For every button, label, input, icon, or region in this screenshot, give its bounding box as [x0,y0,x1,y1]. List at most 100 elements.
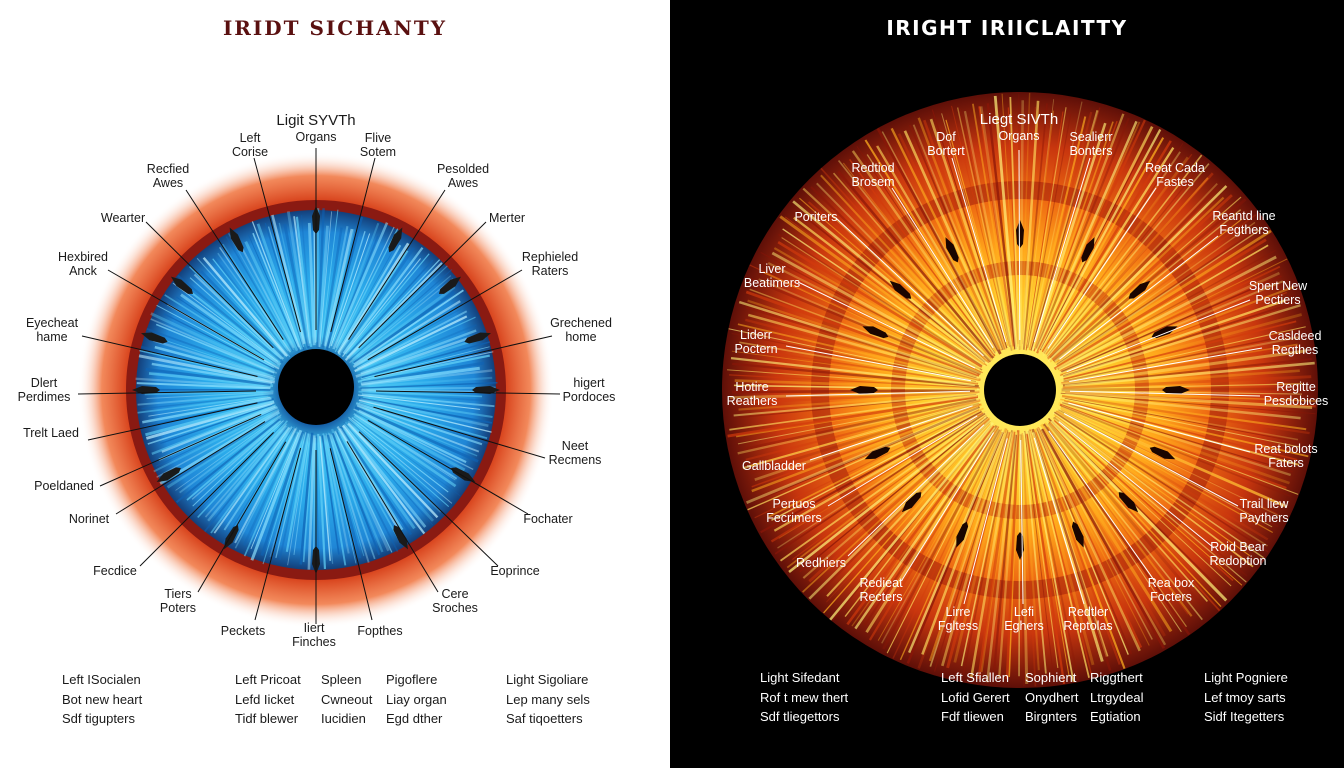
left-iris-fiber [234,235,295,349]
right-iris-fiber [1054,419,1247,583]
right-iris-fiber [799,197,988,362]
right-iris-fiber [793,216,986,365]
right-iris-fiber [1052,412,1265,559]
right-iris-fiber [1054,209,1242,362]
left-legend-item: Egd dther [386,711,443,726]
right-iris-fiber [1048,421,1221,612]
left-iris-fiber [353,413,458,480]
right-iris-fiber [747,407,979,511]
right-iris-fiber [851,424,996,627]
left-label-cere: Cere Sroches [432,587,478,615]
right-legend-item: Left Sfiallen [941,670,1009,685]
left-pointer-line [348,189,446,340]
right-iris-fiber [749,401,980,475]
left-pointer-line [185,189,284,340]
left-iris-fiber [244,240,299,352]
right-iris-fiber [1024,430,1054,675]
right-iris-fiber [849,158,996,357]
left-iris-fiber [150,312,276,373]
left-iris-fiber [307,435,316,570]
right-iris-fiber [921,432,1006,655]
right-iris-fiber [876,127,1002,355]
right-iris-fiber [1046,172,1214,360]
right-iris-fiber [917,117,1006,349]
left-legend-item: Pigoflere [386,672,438,687]
right-iris-fiber [1048,420,1222,608]
left-iris-fiber [348,269,453,362]
right-pointer-line [1058,421,1215,549]
right-iris-fiber [747,299,980,378]
right-label-redtler: Redtler Reptolas [1063,605,1113,633]
right-iris-fiber [882,428,1001,650]
right-iris-fiber [1060,405,1291,498]
right-iris-fiber [1064,397,1303,444]
left-iris-fiber [357,354,490,383]
right-iris-fiber [773,410,983,532]
right-iris-fiber [737,398,980,455]
right-iris-fiber [998,432,1019,678]
right-iris-fiber [1048,183,1218,360]
right-pointer-line [785,390,971,397]
right-pointer-line [1068,402,1251,453]
right-pointer-line [1048,430,1155,581]
right-iris-fiber [903,130,1003,350]
right-iris-fibers [727,92,1317,687]
right-iris-fiber [739,341,978,384]
left-legend-item: Tidf blewer [235,711,299,726]
left-iris-fiber [186,420,281,501]
right-iris-fiber [1053,411,1269,553]
left-iris-fiber [361,386,496,391]
left-region-marker [472,386,500,394]
left-pointer-line [373,406,546,459]
right-iris-fiber [953,431,1012,663]
right-iris-fiber [1059,397,1300,448]
left-iris-fiber [357,394,481,410]
right-iris-fiber [728,328,981,383]
right-iris-fiber [929,430,1008,667]
right-iris-fiber [768,407,984,518]
left-iris-fiber [252,232,300,348]
left-legend-item: Lefd Iicket [235,691,295,707]
left-legend-item: Light Sigoliare [506,672,589,687]
left-iris-fiber [196,257,286,357]
left-label-tiers: Tiers Poters [159,587,197,615]
right-pointer-line [1020,439,1024,605]
right-iris-fiber [868,425,1000,641]
left-iris-fiber [269,434,305,558]
right-iris-fiber [851,150,996,355]
right-iris-fiber [1058,255,1277,371]
left-label-eyecheat: Eyecheat hame [25,316,79,344]
left-region-marker [224,525,239,550]
right-label-reat-cada: Reat Cada Fastes [1145,161,1205,189]
right-iris-fiber [1061,391,1313,410]
right-iris-fiber [767,261,982,372]
left-iris-fiber [295,216,313,348]
left-legend-col-4: Pigoflere Liay organ Egd dther [386,670,447,729]
right-region-marker [889,280,912,299]
right-iris-fiber [1027,101,1083,351]
left-legend-item: Liay organ [386,691,447,707]
right-iris-fiber [733,392,979,417]
right-iris-fiber [1041,146,1175,355]
right-iris-fiber [749,288,978,375]
right-label-redhiers: Redhiers [795,556,847,570]
right-label-organs: Organs [998,129,1040,143]
left-iris-fiber [361,369,493,387]
right-iris-fiber [1046,423,1203,621]
right-pointer-line [901,432,995,581]
right-iris-fiber [1064,361,1315,388]
right-iris-fiber [1062,336,1299,383]
right-iris-fiber [844,422,995,618]
left-iris-fiber [212,258,291,358]
right-iris-fiber [807,201,990,364]
left-iris-fiber [153,407,279,473]
right-iris-fiber [1062,375,1312,390]
right-region-marker [1162,386,1190,394]
left-iris-fiber [348,418,450,508]
right-iris-fiber [1053,196,1242,361]
left-iris-fiber [319,436,334,564]
left-iris-fiber [355,415,456,481]
left-region-markers [132,206,500,574]
left-iris-fiber [200,270,285,358]
left-iris-fiber [234,428,297,544]
